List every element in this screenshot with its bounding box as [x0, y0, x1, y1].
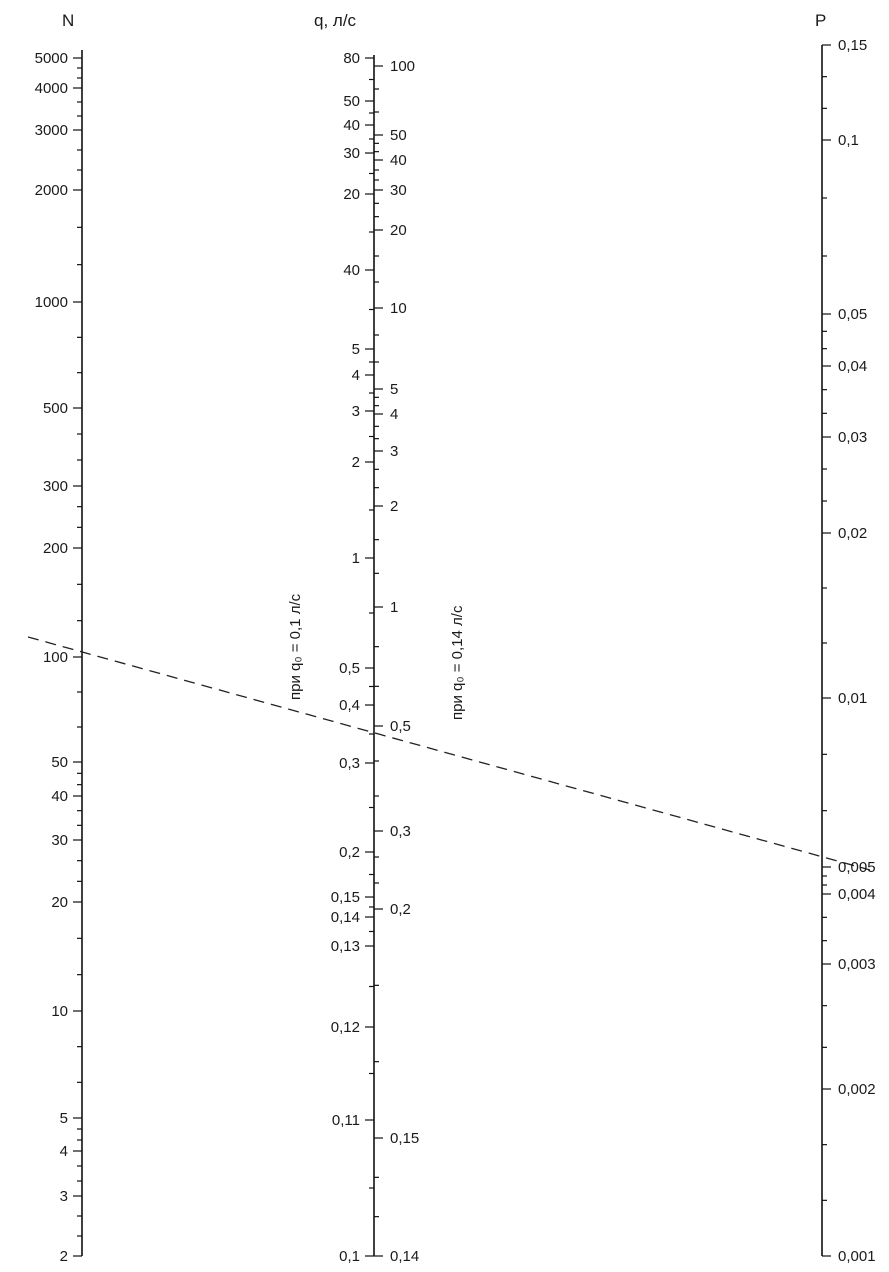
tick-label: 0,13	[331, 938, 360, 955]
tick-label: 4	[60, 1143, 68, 1160]
tick-label: 50	[390, 127, 407, 144]
tick-label: 0,003	[838, 956, 876, 973]
tick-label: 40	[343, 117, 360, 134]
p-scale-title: P	[815, 11, 826, 30]
n-scale-title: N	[62, 11, 74, 30]
tick-label: 0,1	[339, 1248, 360, 1265]
tick-label: 20	[51, 894, 68, 911]
tick-label: 0,002	[838, 1081, 876, 1098]
q-scale-title: q, л/с	[314, 11, 357, 30]
p-scale-ticks: 0,15 0,1 0,05 0,04 0,03 0,02 0,01 0,005 0,004 0,0…	[822, 37, 876, 1265]
tick-label: 50	[51, 754, 68, 771]
tick-label: 0,04	[838, 358, 867, 375]
tick-label: 3	[352, 403, 360, 420]
minor-ticks	[77, 67, 827, 1237]
q-scale-ticks-left: 80 50 40 30 20 40 5 4 3 2 1 0,5 0,4 0,3 0,2 0,15 0,14 0,1…	[331, 50, 374, 1265]
tick-label: 2000	[35, 182, 68, 199]
tick-label: 10	[51, 1003, 68, 1020]
tick-label: 0,01	[838, 690, 867, 707]
tick-label: 30	[390, 182, 407, 199]
tick-label: 0,5	[339, 660, 360, 677]
tick-label: 0,2	[339, 844, 360, 861]
tick-label: 5	[390, 381, 398, 398]
tick-label: 20	[343, 186, 360, 203]
tick-label: 0,001	[838, 1248, 876, 1265]
tick-label: 1	[352, 550, 360, 567]
tick-label: 80	[343, 50, 360, 67]
tick-label: 0,3	[390, 823, 411, 840]
tick-label: 40	[390, 152, 407, 169]
tick-label: 0,14	[331, 909, 360, 926]
tick-label: 0,5	[390, 718, 411, 735]
tick-label: 200	[43, 540, 68, 557]
tick-label: 0,15	[331, 889, 360, 906]
tick-label: 2	[60, 1248, 68, 1265]
tick-label: 100	[390, 58, 415, 75]
tick-label: 100	[43, 649, 68, 666]
tick-label: 0,05	[838, 306, 867, 323]
tick-label: 0,12	[331, 1019, 360, 1036]
tick-label: 40	[343, 262, 360, 279]
tick-label: 40	[51, 788, 68, 805]
tick-label: 4	[390, 406, 398, 423]
tick-label: 5000	[35, 50, 68, 67]
tick-label: 0,11	[332, 1112, 360, 1129]
n-scale-ticks: 5000 4000 3000 2000 1000 500 300 200 100 50 40 30 20…	[35, 50, 82, 1265]
tick-label: 3	[390, 443, 398, 460]
tick-label: 0,004	[838, 886, 876, 903]
tick-label: 1	[390, 599, 398, 616]
tick-label: 3	[60, 1188, 68, 1205]
tick-label: 3000	[35, 122, 68, 139]
tick-label: 0,15	[390, 1130, 419, 1147]
tick-label: 30	[51, 832, 68, 849]
key-line	[27, 636, 871, 871]
tick-label: 5	[352, 341, 360, 358]
tick-label: 4000	[35, 80, 68, 97]
tick-label: 0,2	[390, 901, 411, 918]
tick-label: 0,4	[339, 697, 360, 714]
q-scale-caption-right: при q₀ = 0,14 л/с	[449, 605, 466, 720]
q-scale-ticks-right: 100 50 40 30 20 10 5 4 3 2 1 0,5 0,3 0,2 0,15 0,14	[374, 58, 419, 1265]
tick-label: 30	[343, 145, 360, 162]
tick-label: 2	[390, 498, 398, 515]
tick-label: 0,14	[390, 1248, 419, 1265]
tick-label: 5	[60, 1110, 68, 1127]
q-scale-caption-left: при q₀ = 0,1 л/с	[287, 593, 304, 700]
tick-label: 0,1	[838, 132, 859, 149]
tick-label: 20	[390, 222, 407, 239]
tick-label: 50	[343, 93, 360, 110]
tick-label: 300	[43, 478, 68, 495]
tick-label: 0,03	[838, 429, 867, 446]
tick-label: 1000	[35, 294, 68, 311]
tick-label: 0,3	[339, 755, 360, 772]
tick-label: 0,15	[838, 37, 867, 54]
tick-label: 2	[352, 454, 360, 471]
tick-label: 0,005	[838, 859, 876, 876]
tick-label: 4	[352, 367, 360, 384]
tick-label: 0,02	[838, 525, 867, 542]
tick-label: 500	[43, 400, 68, 417]
tick-label: 10	[390, 300, 407, 317]
